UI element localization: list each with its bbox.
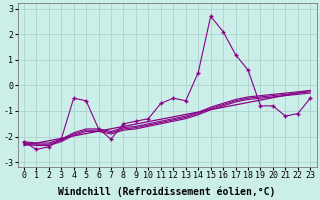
X-axis label: Windchill (Refroidissement éolien,°C): Windchill (Refroidissement éolien,°C) bbox=[58, 186, 276, 197]
